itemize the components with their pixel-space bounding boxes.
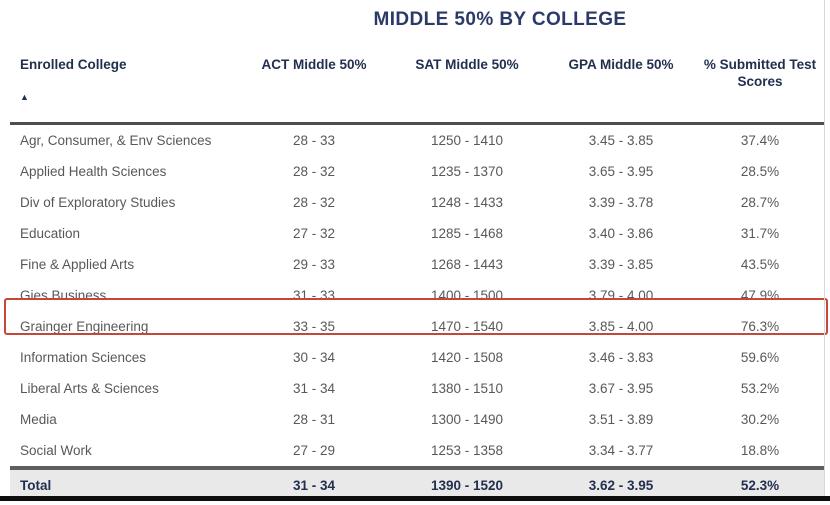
cell-act: 27 - 29 xyxy=(292,443,336,458)
table-row: Media 28 - 31 1300 - 1490 3.51 - 3.89 30… xyxy=(10,404,824,435)
cell-pct-submitted: 53.2% xyxy=(740,381,780,396)
sort-ascending-icon[interactable]: ▲ xyxy=(20,92,29,102)
column-header-sat[interactable]: SAT Middle 50% xyxy=(415,57,519,72)
cell-sat: 1420 - 1508 xyxy=(430,350,504,365)
page-title: MIDDLE 50% BY COLLEGE xyxy=(373,9,627,30)
cell-college: Social Work xyxy=(20,443,92,458)
cell-college: Applied Health Sciences xyxy=(20,164,167,179)
table-row: Fine & Applied Arts 29 - 33 1268 - 1443 … xyxy=(10,249,824,280)
total-pct-submitted: 52.3% xyxy=(740,478,780,493)
cell-act: 28 - 32 xyxy=(292,164,336,179)
college-stats-table: Enrolled College ▲ ACT Middle 50% SAT Mi… xyxy=(10,50,824,501)
cell-sat: 1248 - 1433 xyxy=(430,195,504,210)
table-row: Div of Exploratory Studies 28 - 32 1248 … xyxy=(10,187,824,218)
table-row: Education 27 - 32 1285 - 1468 3.40 - 3.8… xyxy=(10,218,824,249)
cell-act: 28 - 32 xyxy=(292,195,336,210)
table-row: Social Work 27 - 29 1253 - 1358 3.34 - 3… xyxy=(10,435,824,468)
cell-college: Grainger Engineering xyxy=(20,319,149,334)
cell-pct-submitted: 28.7% xyxy=(740,195,780,210)
cell-pct-submitted: 43.5% xyxy=(740,257,780,272)
cell-sat: 1470 - 1540 xyxy=(430,319,504,334)
table-row: Gies Business 31 - 33 1400 - 1500 3.79 -… xyxy=(10,280,824,311)
cell-gpa: 3.34 - 3.77 xyxy=(588,443,654,458)
cell-gpa: 3.65 - 3.95 xyxy=(588,164,654,179)
total-gpa: 3.62 - 3.95 xyxy=(588,478,654,493)
cell-gpa: 3.40 - 3.86 xyxy=(588,226,654,241)
column-header-label: Enrolled College xyxy=(20,57,127,72)
cell-sat: 1268 - 1443 xyxy=(430,257,504,272)
cell-gpa: 3.85 - 4.00 xyxy=(588,319,654,334)
cell-sat: 1235 - 1370 xyxy=(430,164,504,179)
cell-gpa: 3.39 - 3.85 xyxy=(588,257,654,272)
cell-sat: 1253 - 1358 xyxy=(430,443,504,458)
cell-sat: 1400 - 1500 xyxy=(430,288,504,303)
cell-college: Education xyxy=(20,226,81,241)
column-header-pct-submitted[interactable]: % Submitted Test Scores xyxy=(703,57,817,89)
cell-pct-submitted: 59.6% xyxy=(740,350,780,365)
table-row: Applied Health Sciences 28 - 32 1235 - 1… xyxy=(10,156,824,187)
header-row: Enrolled College ▲ ACT Middle 50% SAT Mi… xyxy=(10,50,824,124)
total-sat: 1390 - 1520 xyxy=(430,478,504,493)
cell-act: 33 - 35 xyxy=(292,319,336,334)
cell-gpa: 3.67 - 3.95 xyxy=(588,381,654,396)
cell-sat: 1285 - 1468 xyxy=(430,226,504,241)
cell-pct-submitted: 30.2% xyxy=(740,412,780,427)
column-header-enrolled-college[interactable]: Enrolled College ▲ xyxy=(10,50,240,124)
cell-college: Gies Business xyxy=(20,288,107,303)
cell-pct-submitted: 76.3% xyxy=(740,319,780,334)
table-row-highlighted: Grainger Engineering 33 - 35 1470 - 1540… xyxy=(10,311,824,342)
cell-pct-submitted: 47.9% xyxy=(740,288,780,303)
cell-gpa: 3.79 - 4.00 xyxy=(588,288,654,303)
cell-college: Fine & Applied Arts xyxy=(20,257,135,272)
cell-pct-submitted: 31.7% xyxy=(740,226,780,241)
table-row: Agr, Consumer, & Env Sciences 28 - 33 12… xyxy=(10,124,824,157)
cell-act: 27 - 32 xyxy=(292,226,336,241)
cell-sat: 1250 - 1410 xyxy=(430,133,504,148)
cell-gpa: 3.51 - 3.89 xyxy=(588,412,654,427)
cell-act: 28 - 33 xyxy=(292,133,336,148)
cell-pct-submitted: 28.5% xyxy=(740,164,780,179)
bottom-border-bar xyxy=(0,496,830,501)
column-header-act[interactable]: ACT Middle 50% xyxy=(261,57,367,72)
cell-act: 31 - 34 xyxy=(292,381,336,396)
cell-college: Information Sciences xyxy=(20,350,147,365)
table-row: Information Sciences 30 - 34 1420 - 1508… xyxy=(10,342,824,373)
cell-pct-submitted: 37.4% xyxy=(740,133,780,148)
cell-act: 28 - 31 xyxy=(292,412,336,427)
cell-act: 29 - 33 xyxy=(292,257,336,272)
column-header-gpa[interactable]: GPA Middle 50% xyxy=(568,57,674,72)
cell-pct-submitted: 18.8% xyxy=(740,443,780,458)
cell-act: 30 - 34 xyxy=(292,350,336,365)
cell-gpa: 3.46 - 3.83 xyxy=(588,350,654,365)
cell-gpa: 3.45 - 3.85 xyxy=(588,133,654,148)
cell-sat: 1300 - 1490 xyxy=(430,412,504,427)
total-row: Total 31 - 34 1390 - 1520 3.62 - 3.95 52… xyxy=(10,468,824,501)
cell-college: Div of Exploratory Studies xyxy=(20,195,176,210)
cell-sat: 1380 - 1510 xyxy=(430,381,504,396)
cell-college: Agr, Consumer, & Env Sciences xyxy=(20,133,212,148)
table-row: Liberal Arts & Sciences 31 - 34 1380 - 1… xyxy=(10,373,824,404)
right-edge-line xyxy=(824,0,825,501)
cell-college: Media xyxy=(20,412,57,427)
total-act: 31 - 34 xyxy=(292,478,336,493)
total-label: Total xyxy=(20,478,52,493)
cell-college: Liberal Arts & Sciences xyxy=(20,381,159,396)
cell-gpa: 3.39 - 3.78 xyxy=(588,195,654,210)
cell-act: 31 - 33 xyxy=(292,288,336,303)
